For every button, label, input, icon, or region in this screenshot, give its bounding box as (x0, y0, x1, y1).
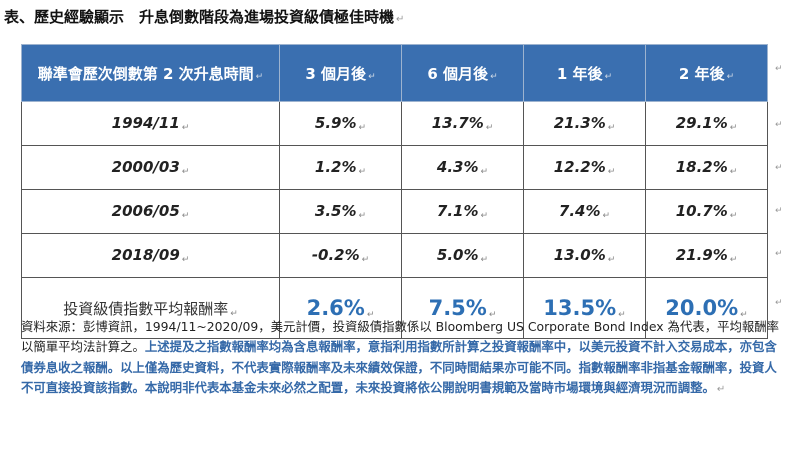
return-1y: 12.2% ↵ (523, 145, 646, 190)
row-end-mark-icon: ↵ (775, 120, 783, 130)
table-header-row: 聯準會歷次倒數第 2 次升息時間 ↵ 3 個月後 ↵ 6 個月後 ↵ 1 年後 ↵ 2 … (21, 44, 768, 102)
return-1y: 7.4% ↵ (523, 189, 646, 234)
table-row: 1994/11 ↵ 5.9% ↵ 13.7% ↵ 21.3% ↵ 29.1% ↵ (21, 101, 768, 146)
disclaimer-text: 上述提及之指數報酬率均為含息報酬率，意指利用指數所計算之投資報酬率中，以美元投資… (21, 339, 777, 396)
average-return-3m: 2.6% ↵ (279, 277, 402, 339)
return-2y: 10.7% ↵ (645, 189, 768, 234)
return-3m: 1.2% ↵ (279, 145, 402, 190)
table-row: 2000/03 ↵ 1.2% ↵ 4.3% ↵ 12.2% ↵ 18.2% ↵ (21, 145, 768, 190)
return-6m: 7.1% ↵ (401, 189, 524, 234)
average-return-1y: 13.5% ↵ (523, 277, 646, 339)
average-return-label: 投資級債指數平均報酬率 ↵ (21, 277, 280, 339)
average-return-6m: 7.5% ↵ (401, 277, 524, 339)
header-3-months: 3 個月後 ↵ (279, 44, 402, 102)
return-3m: 3.5% ↵ (279, 189, 402, 234)
returns-table: 聯準會歷次倒數第 2 次升息時間 ↵ 3 個月後 ↵ 6 個月後 ↵ 1 年後 ↵ 2 … (21, 44, 768, 339)
row-end-mark-icon: ↵ (775, 298, 783, 308)
return-6m: 13.7% ↵ (401, 101, 524, 146)
row-end-mark-icon: ↵ (775, 64, 783, 74)
row-date: 2006/05 ↵ (21, 189, 280, 234)
return-1y: 13.0% ↵ (523, 233, 646, 278)
row-end-mark-icon: ↵ (775, 249, 783, 259)
return-1y: 21.3% ↵ (523, 101, 646, 146)
return-2y: 29.1% ↵ (645, 101, 768, 146)
average-return-2y: 20.0% ↵ (645, 277, 768, 339)
return-3m: -0.2% ↵ (279, 233, 402, 278)
row-end-mark-icon: ↵ (775, 206, 783, 216)
return-6m: 5.0% ↵ (401, 233, 524, 278)
return-6m: 4.3% ↵ (401, 145, 524, 190)
row-date: 1994/11 ↵ (21, 101, 280, 146)
source-note: 資料來源：彭博資訊，1994/11~2020/09，美元計價，投資級債指數係以 … (21, 319, 780, 396)
row-date: 2000/03 ↵ (21, 145, 280, 190)
row-end-mark-icon: ↵ (775, 163, 783, 173)
return-2y: 18.2% ↵ (645, 145, 768, 190)
table-row: 2006/05 ↵ 3.5% ↵ 7.1% ↵ 7.4% ↵ 10.7% ↵ (21, 189, 768, 234)
header-rate-hike-date: 聯準會歷次倒數第 2 次升息時間 ↵ (21, 44, 280, 102)
page-title: 表、歷史經驗顯示 升息倒數階段為進場投資級債極佳時機 ↵ (4, 8, 405, 26)
return-3m: 5.9% ↵ (279, 101, 402, 146)
row-date: 2018/09 ↵ (21, 233, 280, 278)
header-2-years: 2 年後 ↵ (645, 44, 768, 102)
return-2y: 21.9% ↵ (645, 233, 768, 278)
table-row: 2018/09 ↵ -0.2% ↵ 5.0% ↵ 13.0% ↵ 21.9% ↵ (21, 233, 768, 278)
source-note-text: 資料來源：彭博資訊，1994/11~2020/09，美元計價，投資級債指數係以 … (21, 319, 780, 355)
header-1-year: 1 年後 ↵ (523, 44, 646, 102)
header-6-months: 6 個月後 ↵ (401, 44, 524, 102)
average-return-row: 投資級債指數平均報酬率 ↵ 2.6% ↵ 7.5% ↵ 13.5% ↵ 20.0% ↵ (21, 277, 768, 339)
